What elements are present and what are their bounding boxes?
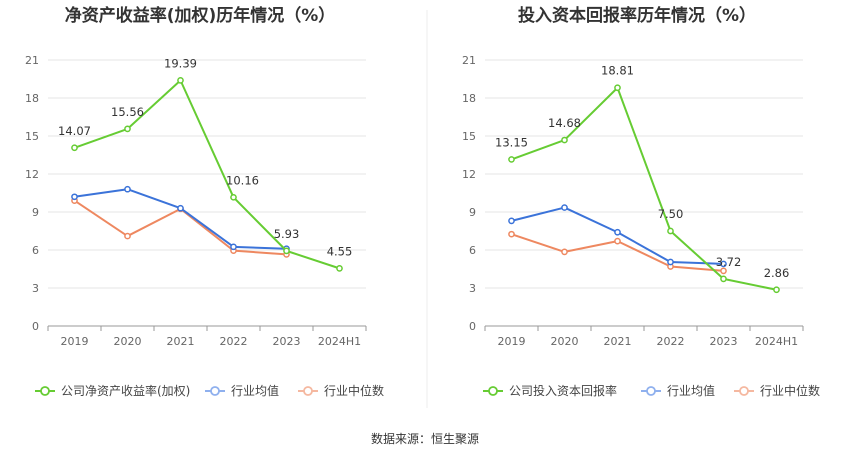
- y-tick-label: 15: [25, 130, 39, 143]
- data-point-company: [508, 156, 515, 163]
- data-label: 14.68: [548, 116, 581, 130]
- data-point-company: [177, 77, 184, 84]
- legend-marker: [210, 386, 220, 396]
- data-label: 3.72: [716, 255, 742, 269]
- legend-item-company: 公司净资产收益率(加权): [35, 383, 190, 398]
- data-label: 5.93: [274, 227, 300, 241]
- data-point-avg: [230, 243, 237, 251]
- data-point-avg: [508, 217, 515, 225]
- x-tick-label: 2020: [551, 335, 579, 348]
- data-point-company: [667, 227, 674, 235]
- data-label: 2.86: [764, 266, 790, 280]
- y-tick-label: 9: [469, 206, 476, 219]
- data-point-company: [71, 144, 78, 152]
- y-tick-label: 21: [25, 54, 39, 67]
- legend-marker: [646, 386, 656, 396]
- y-tick-label: 3: [469, 282, 476, 295]
- x-tick-label: 2023: [273, 335, 301, 348]
- x-tick-label: 2021: [604, 335, 632, 348]
- legend-label: 行业中位数: [324, 383, 384, 398]
- legend-label: 行业均值: [667, 383, 715, 398]
- x-tick-label: 2023: [710, 335, 738, 348]
- x-tick-label: 2019: [61, 335, 89, 348]
- legend-marker: [303, 386, 313, 396]
- data-label: 10.16: [226, 173, 259, 187]
- x-tick-label: 2021: [167, 335, 195, 348]
- data-point-avg: [720, 260, 727, 268]
- series-line-avg: [511, 206, 724, 265]
- data-point-company: [336, 265, 343, 272]
- data-point-company: [561, 136, 568, 144]
- legend-marker: [40, 386, 50, 396]
- data-point-avg: [177, 204, 184, 212]
- data-label: 15.56: [111, 105, 144, 119]
- series-line-company: [511, 86, 777, 291]
- legend-label: 行业均值: [231, 383, 279, 398]
- x-tick-label: 2020: [114, 335, 142, 348]
- chart-roe: 净资产收益率(加权)历年情况（%） 0 3 6 9 12 15 18 21 2019 2020 202…: [25, 5, 384, 398]
- data-point-company: [720, 275, 727, 283]
- y-tick-label: 12: [25, 168, 39, 181]
- data-point-avg: [614, 228, 621, 236]
- data-point-company: [283, 247, 290, 255]
- data-point-avg: [124, 185, 131, 193]
- x-tick-label: 2022: [657, 335, 685, 348]
- x-tick-label: 2024H1: [755, 335, 798, 348]
- y-tick-label: 18: [462, 92, 476, 105]
- legend-item-median: 行业中位数: [734, 383, 820, 398]
- y-tick-label: 12: [462, 168, 476, 181]
- legend-label: 行业中位数: [760, 383, 820, 398]
- data-label: 7.50: [658, 207, 684, 221]
- y-tick-label: 18: [25, 92, 39, 105]
- legend-item-median: 行业中位数: [298, 383, 384, 398]
- chart-roic: 投入资本回报率历年情况（%） 0 3 6 9 12 15 18 21 2019 2020 2021 20…: [462, 5, 820, 398]
- legend-item-company: 公司投入资本回报率: [483, 383, 617, 398]
- data-point-median: [561, 248, 568, 256]
- data-point-company: [230, 193, 237, 201]
- x-tick-label: 2024H1: [318, 335, 361, 348]
- data-label: 14.07: [58, 124, 91, 138]
- data-point-company: [124, 125, 131, 133]
- legend-marker: [488, 386, 498, 396]
- data-label: 4.55: [327, 244, 353, 258]
- legend-label: 公司净资产收益率(加权): [61, 383, 190, 398]
- y-tick-label: 6: [469, 244, 476, 257]
- data-point-avg: [561, 204, 568, 211]
- data-point-avg: [71, 193, 78, 201]
- y-tick-label: 9: [32, 206, 39, 219]
- chart-title: 净资产收益率(加权)历年情况（%）: [65, 5, 336, 26]
- data-label: 19.39: [164, 56, 197, 70]
- y-tick-label: 0: [469, 320, 476, 333]
- series-line-company: [74, 79, 340, 270]
- data-point-company: [614, 84, 621, 92]
- data-point-median: [124, 232, 131, 240]
- y-tick-label: 15: [462, 130, 476, 143]
- data-point-median: [508, 230, 515, 238]
- x-tick-label: 2022: [220, 335, 248, 348]
- y-tick-label: 0: [32, 320, 39, 333]
- legend-item-avg: 行业均值: [641, 383, 715, 398]
- data-point-median: [720, 267, 727, 275]
- chart-title: 投入资本回报率历年情况（%）: [518, 5, 756, 26]
- y-tick-label: 6: [32, 244, 39, 257]
- data-point-avg: [667, 258, 674, 266]
- legend-marker: [739, 386, 749, 396]
- legend-label: 公司投入资本回报率: [509, 383, 617, 398]
- data-label: 18.81: [601, 64, 634, 78]
- data-point-company: [773, 286, 780, 294]
- data-source: 数据来源：恒生聚源: [371, 431, 479, 446]
- data-point-median: [614, 237, 621, 245]
- y-tick-label: 3: [32, 282, 39, 295]
- x-tick-label: 2019: [498, 335, 526, 348]
- data-label: 13.15: [495, 135, 528, 149]
- y-tick-label: 21: [462, 54, 476, 67]
- legend-item-avg: 行业均值: [205, 383, 279, 398]
